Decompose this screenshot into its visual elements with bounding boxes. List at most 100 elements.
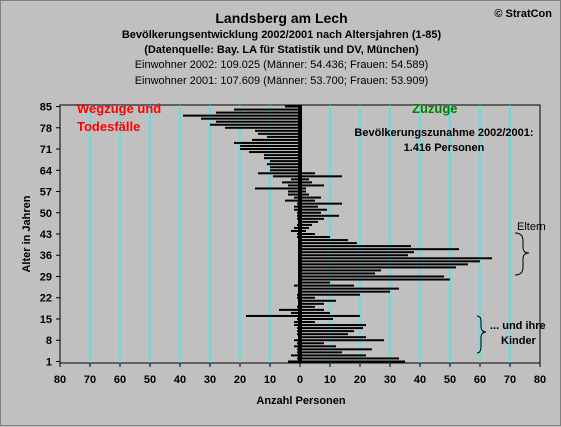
bar-outflow bbox=[294, 345, 300, 348]
bar-outflow bbox=[240, 144, 300, 147]
y-tick-label: 57 bbox=[40, 187, 52, 199]
bar-inflow bbox=[300, 220, 318, 223]
bar-inflow bbox=[300, 178, 309, 181]
bar-inflow bbox=[300, 233, 315, 235]
y-tick-label: 71 bbox=[40, 144, 52, 156]
x-tick-label: 30 bbox=[204, 374, 216, 386]
bar-outflow bbox=[258, 132, 300, 135]
bar-outflow bbox=[201, 117, 300, 120]
bar-inflow bbox=[300, 205, 318, 208]
data-source: (Datenquelle: Bay. LA für Statistik und … bbox=[144, 44, 419, 56]
bar-inflow bbox=[300, 226, 309, 229]
bar-inflow bbox=[300, 311, 330, 314]
bar-outflow bbox=[183, 114, 300, 117]
x-tick-label: 80 bbox=[54, 374, 66, 386]
bar-inflow bbox=[300, 308, 324, 311]
x-axis-label: Anzahl Personen bbox=[256, 395, 346, 407]
bar-outflow bbox=[294, 284, 300, 287]
bar-inflow bbox=[300, 193, 309, 196]
bar-inflow bbox=[300, 275, 444, 278]
bar-inflow bbox=[300, 360, 405, 363]
grid-lines bbox=[89, 105, 511, 363]
bar-inflow bbox=[300, 284, 354, 287]
bar-outflow bbox=[255, 187, 300, 190]
bar-outflow bbox=[294, 196, 300, 199]
bar-inflow bbox=[300, 345, 336, 348]
x-tick-label: 80 bbox=[534, 374, 546, 386]
kinder-annotation-line2: Kinder bbox=[501, 335, 537, 347]
bar-inflow bbox=[300, 260, 480, 263]
y-axis-label: Alter in Jahren bbox=[21, 195, 33, 272]
bar-outflow bbox=[267, 163, 300, 166]
bar-inflow bbox=[300, 199, 315, 202]
left-annotation-line1: Wegzüge und bbox=[77, 101, 161, 116]
bar-inflow bbox=[300, 172, 315, 175]
bar-inflow bbox=[300, 263, 468, 266]
y-tick-label: 85 bbox=[40, 102, 52, 114]
x-tick-label: 20 bbox=[234, 374, 246, 386]
bar-outflow bbox=[225, 126, 300, 129]
chart-title: Landsberg am Lech bbox=[215, 10, 348, 26]
bar-inflow bbox=[300, 257, 492, 260]
y-tick-label: 43 bbox=[40, 229, 52, 241]
bar-inflow bbox=[300, 196, 321, 199]
y-tick-label: 22 bbox=[40, 293, 52, 305]
bar-inflow bbox=[300, 236, 330, 239]
bar-outflow bbox=[240, 148, 300, 151]
y-tick-label: 36 bbox=[40, 250, 52, 262]
bar-inflow bbox=[300, 208, 327, 211]
left-annotation-line2: Todesfälle bbox=[77, 119, 140, 134]
bar-outflow bbox=[267, 135, 300, 138]
bar-inflow bbox=[300, 248, 459, 251]
bar-outflow bbox=[291, 229, 300, 232]
bar-outflow bbox=[291, 354, 300, 357]
bar-inflow bbox=[300, 190, 306, 193]
bar-outflow bbox=[282, 181, 300, 184]
y-tick-label: 78 bbox=[40, 123, 52, 135]
bar-inflow bbox=[300, 296, 315, 299]
bar-inflow bbox=[300, 239, 348, 242]
x-tick-label: 10 bbox=[264, 374, 276, 386]
population-2002: Einwohner 2002: 109.025 (Männer: 54.436;… bbox=[134, 59, 429, 71]
bar-outflow bbox=[285, 199, 300, 202]
bar-outflow bbox=[288, 190, 300, 193]
bar-outflow bbox=[288, 360, 300, 363]
x-tick-label: 60 bbox=[474, 374, 486, 386]
bar-inflow bbox=[300, 330, 354, 333]
summary-line2: 1.416 Personen bbox=[404, 142, 485, 154]
bar-inflow bbox=[300, 184, 324, 187]
bar-outflow bbox=[291, 311, 300, 314]
bar-inflow bbox=[300, 336, 366, 339]
y-tick-label: 29 bbox=[40, 271, 52, 283]
bar-inflow bbox=[300, 351, 342, 354]
bar-inflow bbox=[300, 302, 324, 305]
bar-inflow bbox=[300, 187, 306, 190]
bar-inflow bbox=[300, 342, 324, 345]
bar-outflow bbox=[279, 308, 300, 311]
x-tick-label: 50 bbox=[144, 374, 156, 386]
bar-inflow bbox=[300, 317, 333, 320]
bar-outflow bbox=[216, 111, 300, 114]
x-tick-label: 0 bbox=[297, 374, 303, 386]
bar-inflow bbox=[300, 278, 450, 281]
bar-outflow bbox=[270, 169, 300, 172]
bar-inflow bbox=[300, 251, 414, 254]
bar-outflow bbox=[249, 151, 300, 154]
bar-inflow bbox=[300, 348, 372, 351]
bar-outflow bbox=[294, 321, 300, 324]
population-2001: Einwohner 2001: 107.609 (Männer: 53.700;… bbox=[134, 75, 429, 87]
bar-inflow bbox=[300, 290, 390, 293]
y-tick-label: 64 bbox=[40, 165, 53, 177]
bar-inflow bbox=[300, 314, 360, 317]
x-tick-labels: 80 70 60 50 40 30 20 10 0 10 20 30 40 50 60 70 80 bbox=[54, 363, 546, 386]
y-tick-label: 8 bbox=[46, 335, 52, 347]
bar-outflow bbox=[273, 175, 300, 178]
copyright-label: © StratCon bbox=[494, 8, 552, 20]
bar-outflow bbox=[270, 166, 300, 169]
summary-line1: Bevölkerungszunahme 2002/2001: bbox=[354, 127, 533, 139]
bar-inflow bbox=[300, 357, 399, 360]
bar-inflow bbox=[300, 245, 411, 248]
bar-outflow bbox=[234, 108, 300, 111]
bar-inflow bbox=[300, 327, 363, 330]
x-tick-label: 40 bbox=[174, 374, 186, 386]
